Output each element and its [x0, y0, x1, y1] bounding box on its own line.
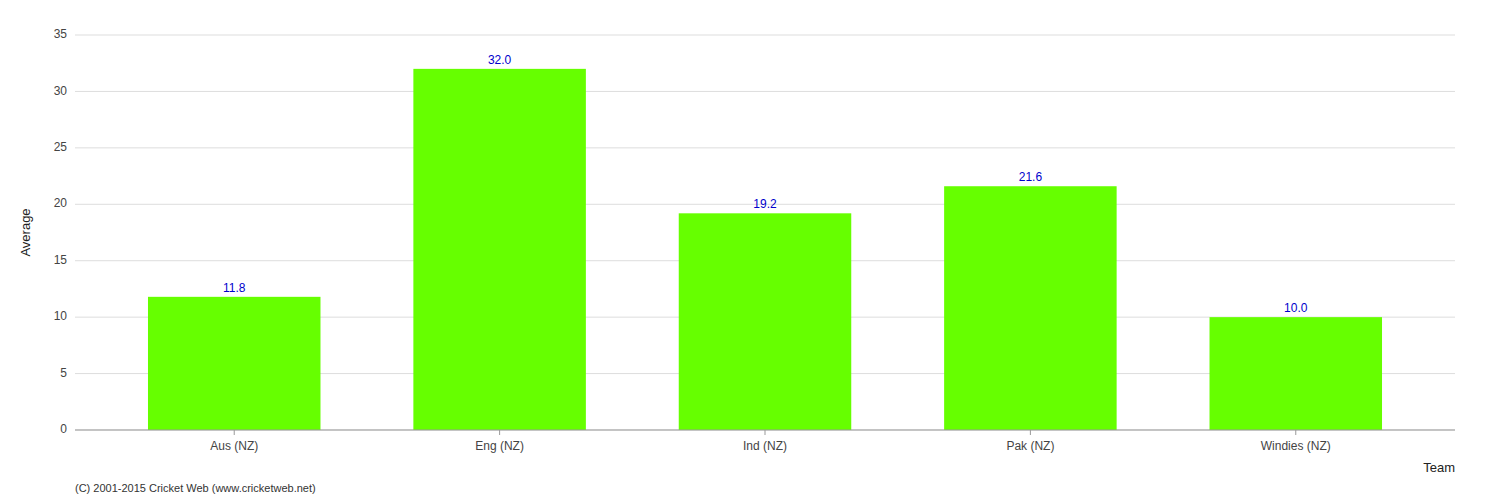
- y-tick-label: 35: [54, 27, 68, 41]
- x-tick: [1295, 430, 1296, 435]
- y-tick-label: 30: [54, 84, 68, 98]
- grid-line: [75, 35, 1455, 36]
- x-tick-label: Aus (NZ): [210, 439, 258, 453]
- chart-svg: 0 5 10 15 20 25 30 35 11.8 32.0 19.2 21.6 10.0 Aus (N…: [0, 0, 1500, 500]
- x-tick: [1030, 430, 1031, 435]
- y-tick-label: 15: [54, 253, 68, 267]
- y-tick-label: 10: [54, 309, 68, 323]
- x-tick-label: Pak (NZ): [1006, 439, 1054, 453]
- data-label: 10.0: [1284, 301, 1308, 315]
- data-label: 11.8: [223, 281, 246, 295]
- bar: [1210, 317, 1383, 430]
- bars: [148, 69, 1382, 430]
- chart-container: 0 5 10 15 20 25 30 35 11.8 32.0 19.2 21.6 10.0 Aus (N…: [0, 0, 1500, 500]
- x-tick-label: Windies (NZ): [1261, 439, 1331, 453]
- y-axis-label: Average: [18, 208, 33, 256]
- bar: [413, 69, 585, 430]
- background: [0, 0, 1500, 500]
- x-tick-label: Ind (NZ): [743, 439, 787, 453]
- bar: [148, 297, 321, 430]
- grid-line: [75, 91, 1455, 92]
- y-grid: [75, 35, 1455, 430]
- grid-line: [75, 147, 1455, 148]
- y-tick-label: 5: [60, 366, 67, 380]
- x-tick-label: Eng (NZ): [475, 439, 524, 453]
- data-label: 19.2: [753, 197, 777, 211]
- footer-annotation: (C) 2001-2015 Cricket Web (www.cricketwe…: [75, 482, 316, 494]
- data-label: 21.6: [1019, 170, 1043, 184]
- y-tick-label: 0: [60, 422, 67, 436]
- x-tick: [234, 430, 235, 435]
- y-tick-label: 20: [54, 196, 68, 210]
- bar: [679, 213, 852, 430]
- x-tick: [499, 430, 500, 435]
- y-tick-label: 25: [54, 140, 68, 154]
- bar: [944, 186, 1117, 430]
- x-axis-label: Team: [1423, 460, 1455, 475]
- x-tick: [765, 430, 766, 435]
- data-label: 32.0: [488, 53, 512, 67]
